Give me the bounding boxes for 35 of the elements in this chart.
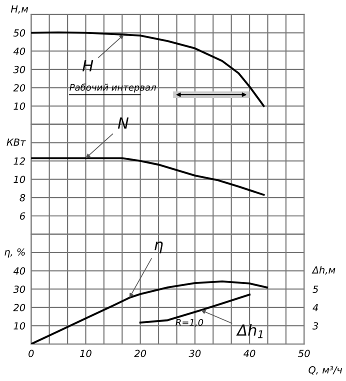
series-label: H	[82, 60, 94, 72]
y2-tick-label: 5	[312, 286, 318, 293]
y-tick-label: 12	[14, 157, 25, 165]
y-tick-label: 20	[13, 304, 26, 312]
text: η	[154, 242, 163, 254]
y-axis-title: H,м	[10, 5, 28, 14]
y-axis-title: КВт	[6, 138, 26, 146]
band-label: Рабочий интервал	[70, 84, 156, 92]
x-tick-label: 40	[244, 350, 256, 358]
y-tick-label: 50	[13, 29, 26, 37]
x-tick-label: 10	[80, 350, 92, 358]
y2-tick-label: 4	[312, 304, 318, 312]
line-series	[31, 31, 265, 107]
line-series	[31, 280, 268, 344]
y-tick-label: 6	[20, 212, 26, 220]
x-axis-title: Q, м³/ч	[308, 366, 342, 375]
y-tick-label: 20	[13, 84, 26, 92]
y-tick-label: 30	[13, 66, 26, 74]
series-label: N	[118, 118, 129, 129]
y-axis-title: η, %	[4, 248, 25, 258]
x-tick-label: 50	[298, 350, 310, 358]
y-tick-label: 30	[13, 286, 26, 293]
x-tick-label: 20	[134, 350, 146, 358]
x-tick-label: 0	[28, 350, 34, 358]
y-tick-label: 10	[14, 176, 26, 184]
y2-axis-title: Δh,м	[312, 266, 336, 275]
y-tick-label: 8	[20, 194, 26, 202]
y-tick-label: 10	[14, 102, 26, 110]
y-tick-label: 40	[13, 267, 26, 275]
y2-tick-label: 3	[312, 322, 318, 330]
series-label: Δh$_{1}$	[236, 324, 263, 338]
y-tick-label: 40	[13, 48, 26, 55]
annotation: R=1,0	[176, 318, 204, 327]
y-tick-label: 10	[14, 322, 26, 330]
x-tick-label: 30	[188, 350, 201, 358]
